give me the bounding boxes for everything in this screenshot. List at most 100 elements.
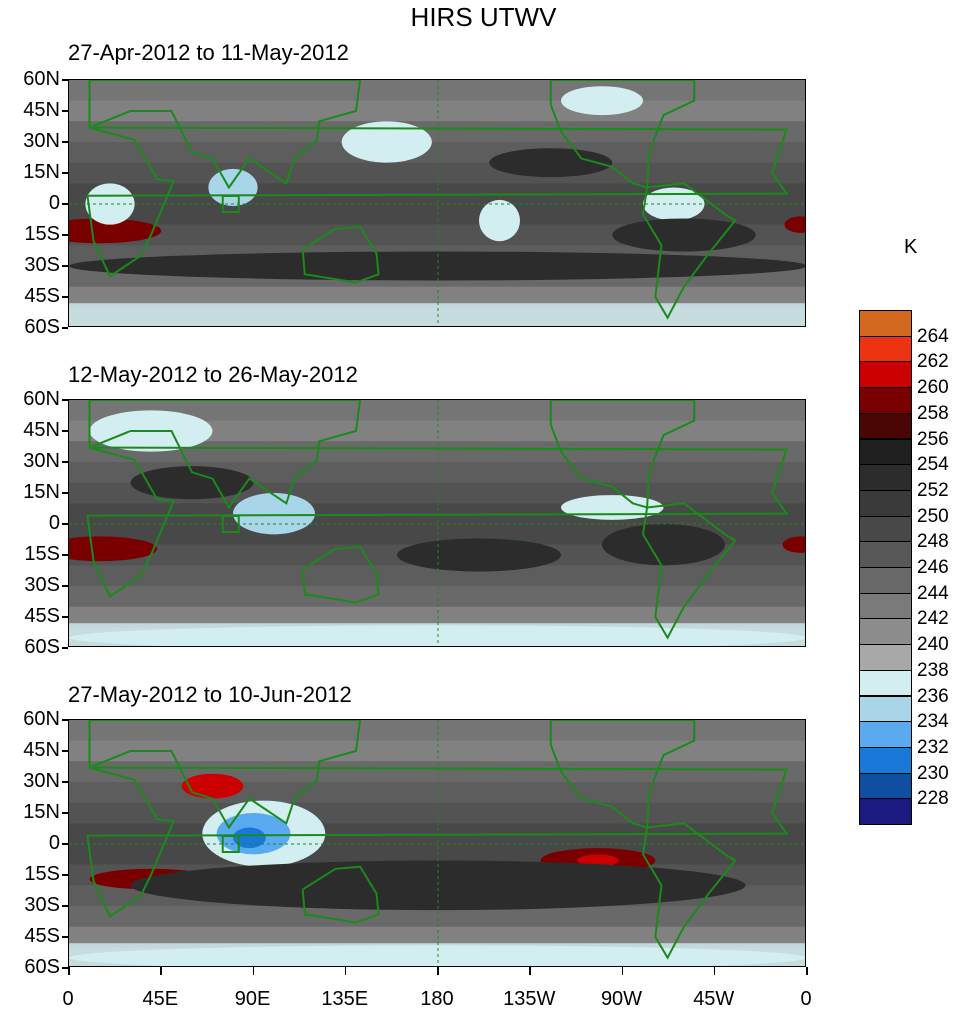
panel-3-title: 27-May-2012 to 10-Jun-2012	[68, 682, 352, 707]
longitude-label: 0	[62, 988, 74, 1010]
contour-region	[208, 168, 258, 207]
latitude-label: 15S	[24, 863, 60, 885]
colorbar-swatch	[859, 515, 912, 543]
latitude-band	[69, 400, 805, 421]
latitude-tick	[62, 843, 68, 845]
map-field-2	[69, 400, 805, 646]
latitude-tick	[62, 719, 68, 721]
colorbar-swatch	[859, 335, 912, 363]
latitude-tick	[62, 647, 68, 649]
contour-region	[233, 493, 315, 535]
latitude-label: 60N	[23, 388, 60, 410]
latitude-label: 15N	[23, 801, 60, 823]
latitude-label: 30N	[23, 770, 60, 792]
latitude-band	[69, 606, 805, 628]
contour-region	[479, 199, 520, 242]
colorbar-level-label: 262	[917, 351, 949, 373]
longitude-label: 0	[800, 988, 812, 1010]
panel-1-title: 27-Apr-2012 to 11-May-2012	[68, 40, 349, 65]
latitude-tick	[62, 905, 68, 907]
colorbar-swatch	[859, 695, 912, 723]
map-field-3	[69, 720, 805, 966]
colorbar-level-label: 236	[917, 685, 949, 707]
coastline	[549, 400, 696, 509]
colorbar-level-label: 252	[917, 479, 949, 501]
colorbar-swatch	[859, 361, 912, 389]
longitude-label: 135E	[321, 988, 369, 1010]
colorbar-level-label: 228	[917, 788, 949, 810]
latitude-band	[69, 462, 805, 483]
coastline	[86, 446, 789, 598]
colorbar-swatch	[859, 669, 912, 697]
colorbar-level-label: 238	[917, 659, 949, 681]
coastline	[86, 766, 789, 918]
latitude-tick	[62, 172, 68, 174]
coastline	[301, 545, 380, 604]
latitude-label: 30S	[24, 254, 60, 276]
latitude-tick	[62, 523, 68, 525]
latitude-band	[69, 761, 805, 782]
colorbar-swatch	[859, 746, 912, 774]
latitude-tick	[62, 585, 68, 587]
panel-2-title: 12-May-2012 to 26-May-2012	[68, 362, 358, 387]
latitude-label: 45N	[23, 99, 60, 121]
contour-region	[612, 218, 756, 252]
latitude-band	[69, 420, 805, 442]
longitude-tick	[160, 967, 162, 975]
latitude-label: 60N	[23, 708, 60, 730]
colorbar-swatch	[859, 798, 912, 825]
region-box	[221, 515, 240, 533]
latitude-band	[69, 586, 805, 607]
map-panel-1	[68, 79, 806, 327]
colorbar-swatch	[859, 464, 912, 491]
latitude-band	[69, 121, 805, 142]
latitude-tick	[62, 874, 68, 876]
contour-region	[233, 827, 266, 849]
latitude-label: 45S	[24, 605, 60, 627]
latitude-band	[69, 740, 805, 762]
latitude-label: 0	[48, 192, 60, 214]
latitude-tick	[62, 234, 68, 236]
longitude-tick	[252, 967, 254, 975]
latitude-label: 60N	[23, 68, 60, 90]
longitude-label: 180	[420, 988, 454, 1010]
colorbar-swatch	[859, 438, 912, 466]
latitude-tick	[62, 461, 68, 463]
colorbar-swatch	[859, 412, 912, 440]
colorbar-swatch	[859, 310, 912, 337]
latitude-label: 60S	[24, 316, 60, 338]
latitude-tick	[62, 203, 68, 205]
latitude-label: 15N	[23, 161, 60, 183]
longitude-tick	[437, 967, 439, 975]
longitude-tick	[344, 967, 347, 975]
latitude-band	[69, 906, 805, 927]
latitude-label: 60S	[24, 956, 60, 978]
contour-region	[577, 854, 619, 867]
colorbar-level-label: 244	[917, 582, 949, 604]
latitude-band	[69, 720, 805, 741]
latitude-label: 60S	[24, 636, 60, 658]
latitude-tick	[62, 750, 68, 752]
latitude-tick	[62, 399, 68, 401]
region-box	[221, 835, 240, 853]
colorbar-swatch	[859, 644, 912, 671]
map-panel-3	[68, 719, 806, 967]
colorbar-level-label: 260	[917, 377, 949, 399]
longitude-label: 90E	[234, 988, 271, 1010]
coastline	[301, 225, 380, 284]
colorbar-level-label: 264	[917, 325, 949, 347]
latitude-tick	[62, 327, 68, 329]
latitude-band	[69, 80, 805, 101]
longitude-tick	[806, 967, 808, 975]
figure-title: HIRS UTWV	[410, 2, 557, 32]
colorbar-level-label: 242	[917, 608, 949, 630]
latitude-label: 15N	[23, 481, 60, 503]
contour-region	[341, 121, 432, 163]
colorbar-level-label: 248	[917, 531, 949, 553]
coastline	[88, 720, 362, 830]
longitude-tick	[713, 967, 716, 975]
colorbar-level-label: 234	[917, 711, 949, 733]
latitude-tick	[62, 296, 68, 298]
colorbar-swatch	[859, 592, 912, 620]
longitude-label: 90W	[600, 988, 643, 1010]
